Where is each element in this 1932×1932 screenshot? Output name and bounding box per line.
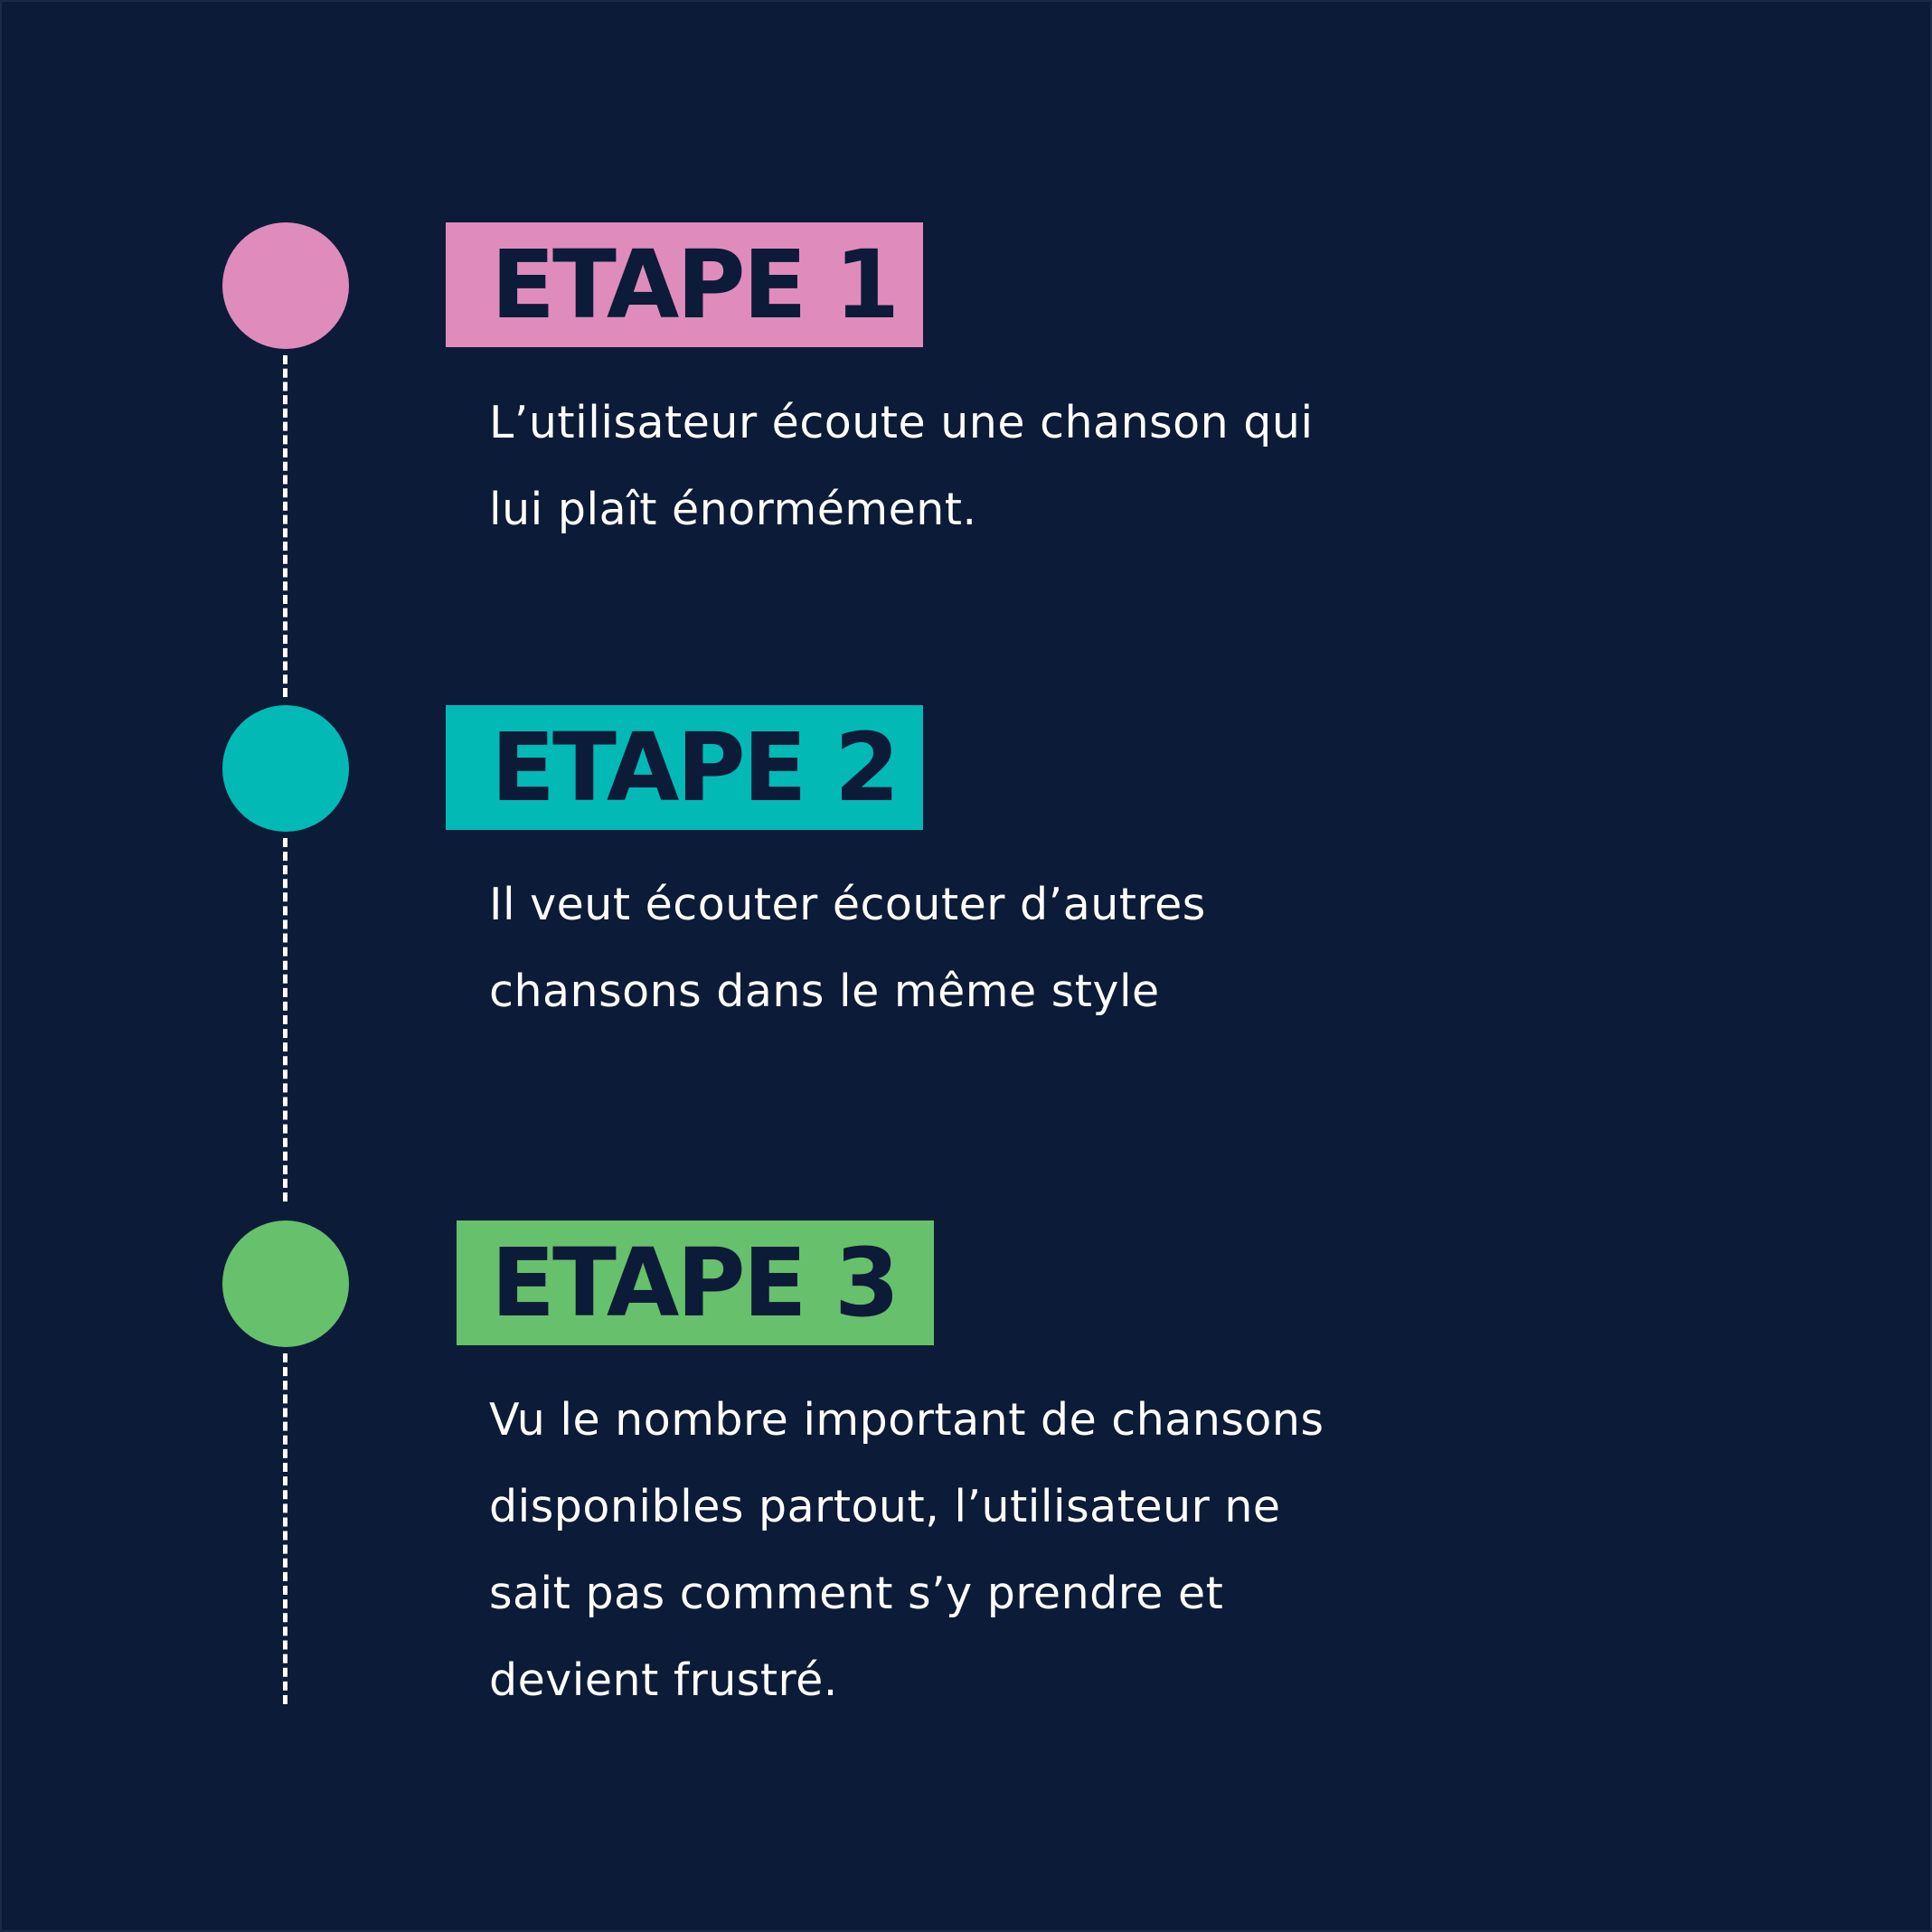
step-2-label: ETAPE 2 [446,705,923,830]
step-3-description: Vu le nombre important de chansons dispo… [489,1377,1429,1724]
step-1-description-line-1: L’utilisateur écoute une chanson qui [489,397,1314,448]
timeline-connector-2 [283,838,287,1202]
step-2-description: Il veut écouter écouter d’autres chanson… [489,862,1429,1035]
step-3-description-line-1: Vu le nombre important de chansons [489,1394,1324,1446]
step-2-description-line-2: chansons dans le même style [489,966,1160,1017]
step-3-description-line-4: devient frustré. [489,1654,838,1706]
timeline-connector-3 [283,1353,287,1704]
timeline-connector-1 [283,355,287,697]
step-1-dot [222,222,349,349]
step-1-label: ETAPE 1 [446,222,923,347]
step-1-description-line-2: lui plaît énormément. [489,484,977,535]
step-2-dot [222,705,349,832]
step-2-description-line-1: Il veut écouter écouter d’autres [489,879,1206,930]
step-3-label: ETAPE 3 [457,1220,934,1345]
step-3-description-line-2: disponibles partout, l’utilisateur ne [489,1481,1281,1532]
step-3-dot [222,1220,349,1347]
step-3-description-line-3: sait pas comment s’y prendre et [489,1568,1224,1619]
step-1-description: L’utilisateur écoute une chanson qui lui… [489,380,1429,553]
